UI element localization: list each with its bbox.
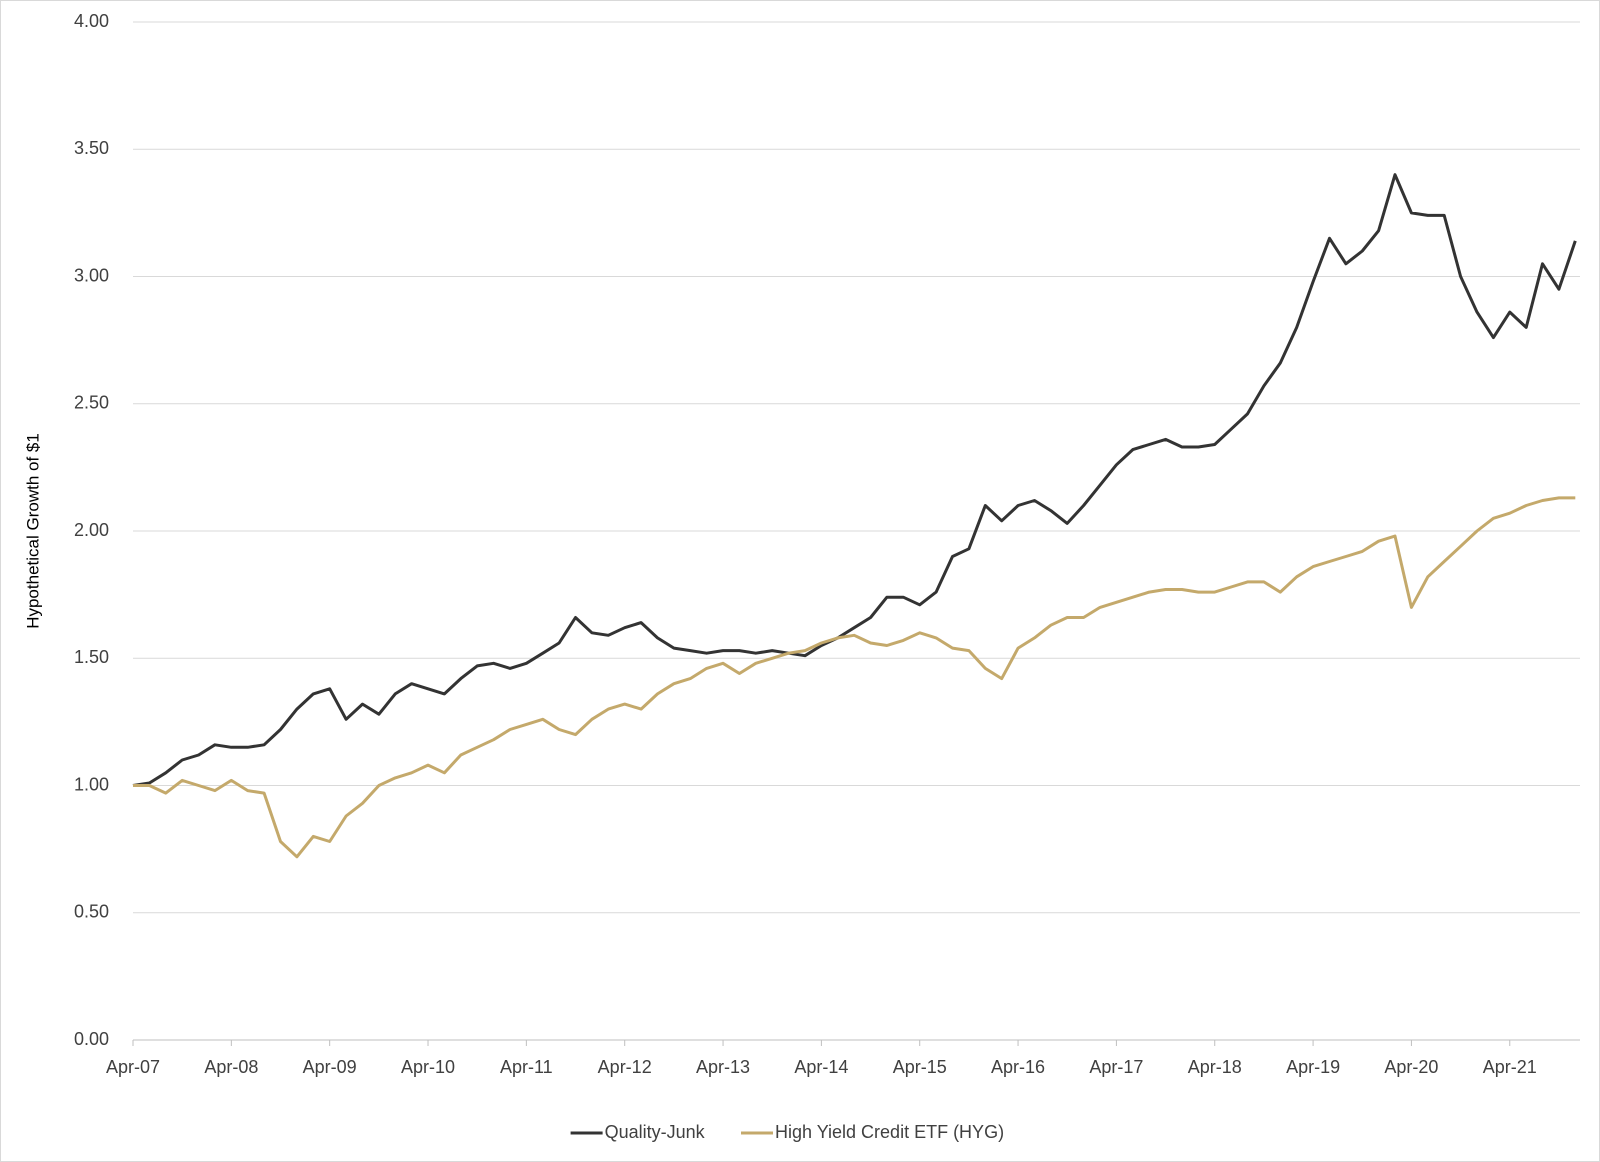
x-tick-label: Apr-07 — [106, 1057, 160, 1077]
x-tick-label: Apr-11 — [500, 1057, 553, 1077]
y-tick-label: 3.00 — [74, 265, 109, 285]
x-tick-label: Apr-17 — [1089, 1057, 1143, 1077]
y-tick-label: 4.00 — [74, 11, 109, 31]
series-line — [133, 496, 1576, 859]
legend-label: Quality-Junk — [605, 1122, 706, 1142]
x-tick-label: Apr-21 — [1483, 1057, 1537, 1077]
x-tick-label: Apr-12 — [598, 1057, 652, 1077]
y-tick-label: 2.50 — [74, 393, 109, 413]
x-tick-label: Apr-08 — [204, 1057, 258, 1077]
y-axis-label: Hypothetical Growth of $1 — [23, 433, 42, 629]
x-tick-label: Apr-14 — [794, 1057, 848, 1077]
x-tick-label: Apr-15 — [893, 1057, 947, 1077]
x-tick-label: Apr-16 — [991, 1057, 1045, 1077]
series-line — [132, 173, 1577, 787]
y-tick-label: 2.00 — [74, 520, 109, 540]
x-tick-label: Apr-09 — [303, 1057, 357, 1077]
x-tick-label: Apr-10 — [401, 1057, 455, 1077]
y-tick-label: 0.00 — [74, 1029, 109, 1049]
y-tick-label: 0.50 — [74, 902, 109, 922]
x-tick-label: Apr-20 — [1384, 1057, 1438, 1077]
y-tick-label: 1.00 — [74, 774, 109, 794]
x-tick-label: Apr-13 — [696, 1057, 750, 1077]
x-tick-label: Apr-18 — [1188, 1057, 1242, 1077]
y-tick-label: 1.50 — [74, 647, 109, 667]
x-tick-label: Apr-19 — [1286, 1057, 1340, 1077]
y-tick-label: 3.50 — [74, 138, 109, 158]
legend-label: High Yield Credit ETF (HYG) — [775, 1122, 1004, 1142]
